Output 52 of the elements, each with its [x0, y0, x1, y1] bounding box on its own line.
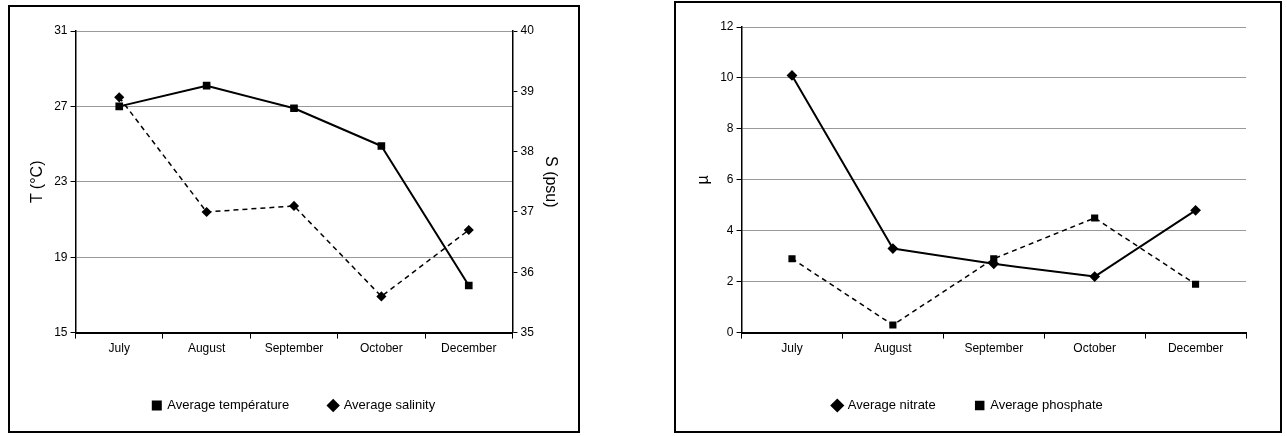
y2-tick-label: 38 — [520, 143, 535, 158]
y-tick-label: 27 — [54, 98, 68, 113]
legend-label: Average salinity — [343, 397, 436, 413]
point — [464, 281, 473, 290]
y2-axis-title: S (psu) — [542, 156, 560, 208]
point — [1089, 271, 1100, 282]
y2-tick-label: 39 — [520, 83, 535, 98]
y-tick-label: 8 — [726, 121, 734, 136]
point — [887, 243, 898, 254]
x-tick-label: December — [441, 341, 497, 356]
legend-label: Average température — [167, 397, 290, 413]
point — [289, 201, 299, 211]
x-tick-label: September — [964, 341, 1024, 356]
x-tick-label: July — [781, 341, 803, 356]
x-tick-label: October — [360, 341, 403, 356]
y-tick-label: 0 — [726, 324, 734, 339]
point — [1091, 214, 1099, 222]
y-tick-label: 19 — [54, 249, 68, 264]
point — [377, 142, 386, 150]
x-tick-label: August — [187, 341, 226, 356]
point — [290, 104, 298, 113]
y2-tick-label: 36 — [520, 264, 535, 279]
legend-label: Average phosphate — [990, 397, 1103, 413]
y-tick-label: 31 — [54, 23, 68, 38]
point — [788, 255, 796, 263]
point — [464, 225, 474, 235]
y-axis-title: µ — [694, 175, 712, 185]
y-tick-label: 6 — [726, 172, 734, 187]
point — [786, 70, 797, 81]
x-tick-label: July — [108, 341, 130, 356]
y-tick-label: 2 — [726, 273, 734, 288]
y2-tick-label: 37 — [520, 204, 535, 219]
x-tick-label: August — [874, 341, 913, 356]
point — [115, 102, 124, 111]
point — [201, 207, 212, 217]
y-tick-label: 10 — [720, 70, 734, 85]
point — [114, 92, 124, 103]
y-tick-label: 12 — [720, 19, 734, 34]
y2-tick-label: 35 — [520, 324, 535, 339]
y-tick-label: 15 — [54, 324, 68, 339]
x-tick-label: December — [1167, 341, 1224, 356]
y-axis-title: T (°C) — [28, 160, 46, 204]
legend-label: Average nitrate — [847, 397, 936, 413]
x-tick-label: October — [1073, 341, 1117, 356]
y-tick-label: 23 — [54, 174, 68, 189]
x-tick-label: September — [264, 341, 324, 356]
point — [889, 321, 897, 329]
y2-tick-label: 40 — [520, 23, 535, 38]
point — [1190, 205, 1201, 216]
point — [376, 291, 387, 302]
y-tick-label: 4 — [726, 223, 734, 238]
point — [1191, 280, 1200, 288]
